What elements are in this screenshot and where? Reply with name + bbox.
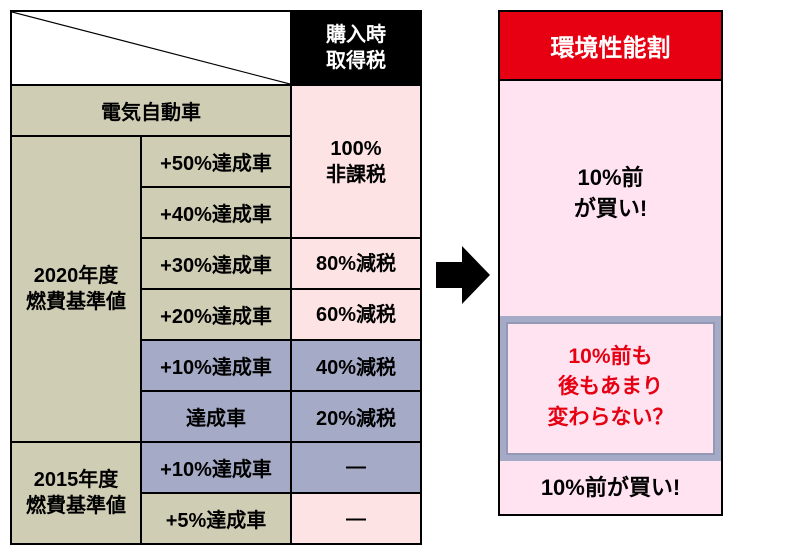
val-2020-5: 20%減税 — [291, 391, 421, 442]
group-2015-label: 2015年度燃費基準値 — [26, 469, 126, 517]
sub-2015-1: +5%達成車 — [141, 493, 291, 544]
val-2020-4: 40%減税 — [291, 340, 421, 391]
ev-category-cell: 電気自動車 — [11, 85, 291, 136]
right-body: 10%前が買い! 10%前も後もあまり変わらない？ 10%前が買い! — [498, 79, 723, 516]
header-tax-cell: 購入時取得税 — [291, 11, 421, 85]
val-2015-1-label: — — [346, 508, 366, 530]
header-blank-cell — [11, 11, 291, 85]
val-2015-0: — — [291, 442, 421, 493]
right-box-1-label: 10%前が買い! — [574, 165, 647, 221]
group-2015-cell: 2015年度燃費基準値 — [11, 442, 141, 544]
val-2020-2-label: 80%減税 — [316, 253, 396, 275]
right-box-3: 10%前が買い! — [500, 461, 721, 514]
sub-2020-4-label: +10%達成車 — [160, 357, 272, 379]
diagonal-icon — [12, 12, 290, 84]
right-box-1: 10%前が買い! — [500, 81, 721, 316]
value-nontax: 100%非課税 — [291, 85, 421, 238]
group-2020-cell: 2020年度燃費基準値 — [11, 136, 141, 442]
sub-2020-5: 達成車 — [141, 391, 291, 442]
right-header: 環境性能割 — [498, 10, 723, 79]
sub-2020-1: +40%達成車 — [141, 187, 291, 238]
tax-table: 購入時取得税 電気自動車 100%非課税 2020年度燃費基準値 +50%達成車… — [10, 10, 422, 545]
sub-2020-1-label: +40%達成車 — [160, 204, 272, 226]
val-2020-4-label: 40%減税 — [316, 357, 396, 379]
right-panel: 環境性能割 10%前が買い! 10%前も後もあまり変わらない？ 10%前が買い! — [498, 10, 723, 516]
sub-2015-0-label: +10%達成車 — [160, 459, 272, 481]
sub-2020-2-label: +30%達成車 — [160, 255, 272, 277]
val-2020-5-label: 20%減税 — [316, 408, 396, 430]
header-tax-label: 購入時取得税 — [326, 24, 386, 72]
val-2020-3-label: 60%減税 — [316, 304, 396, 326]
sub-2020-0-label: +50%達成車 — [160, 153, 272, 175]
val-2020-2: 80%減税 — [291, 238, 421, 289]
value-nontax-label: 100%非課税 — [326, 138, 386, 186]
sub-2015-0: +10%達成車 — [141, 442, 291, 493]
sub-2020-4: +10%達成車 — [141, 340, 291, 391]
right-box-2: 10%前も後もあまり変わらない？ — [500, 316, 721, 461]
layout-root: 購入時取得税 電気自動車 100%非課税 2020年度燃費基準値 +50%達成車… — [0, 0, 800, 555]
val-2020-3: 60%減税 — [291, 289, 421, 340]
sub-2020-2: +30%達成車 — [141, 238, 291, 289]
ev-label: 電気自動車 — [101, 102, 201, 124]
val-2015-1: — — [291, 493, 421, 544]
sub-2020-5-label: 達成車 — [186, 408, 246, 430]
sub-2020-3-label: +20%達成車 — [160, 306, 272, 328]
group-2020-label: 2020年度燃費基準値 — [26, 265, 126, 313]
right-box-3-label: 10%前が買い! — [541, 475, 680, 500]
arrow-icon — [432, 240, 492, 315]
right-box-2-label: 10%前も後もあまり変わらない？ — [548, 345, 674, 429]
sub-2015-1-label: +5%達成車 — [166, 510, 267, 532]
sub-2020-0: +50%達成車 — [141, 136, 291, 187]
right-box-2-inner: 10%前も後もあまり変わらない？ — [506, 322, 715, 455]
sub-2020-3: +20%達成車 — [141, 289, 291, 340]
val-2015-0-label: — — [346, 456, 366, 478]
right-header-label: 環境性能割 — [551, 35, 671, 62]
